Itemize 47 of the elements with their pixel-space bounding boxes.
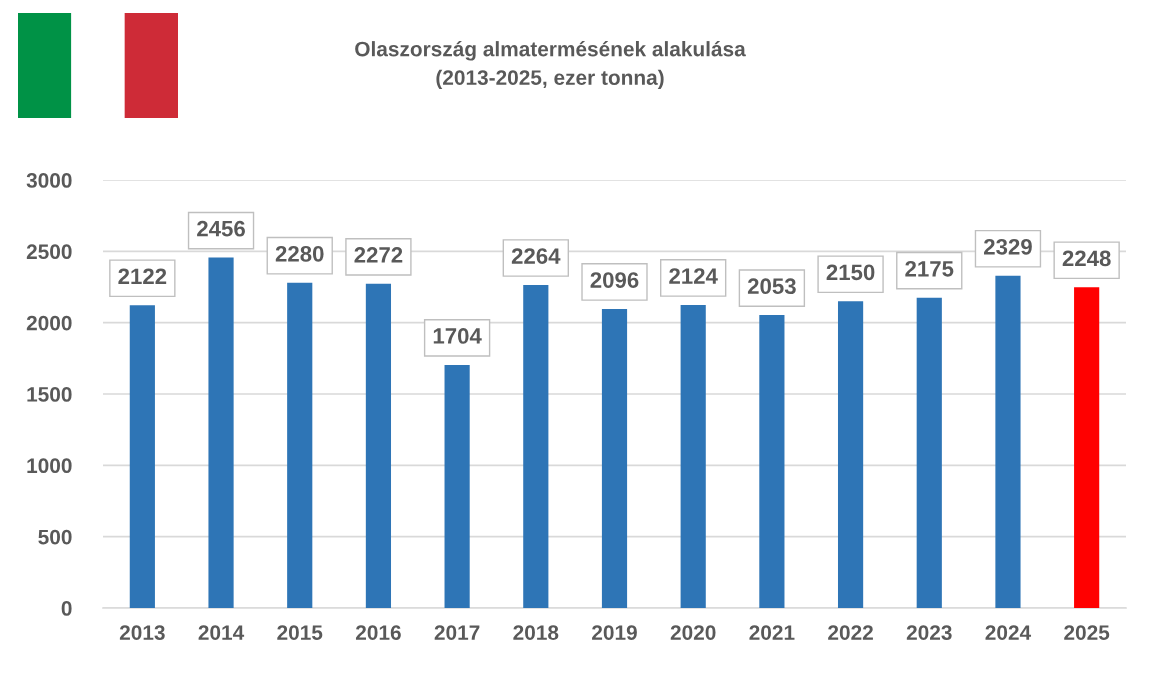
y-tick-label: 0 [61,601,72,616]
data-label: 2122 [118,268,167,284]
bar [1074,287,1100,608]
x-tick-label: 2019 [592,625,637,640]
y-tick-label: 1500 [27,387,72,402]
bar [287,282,313,608]
data-label: 2272 [354,247,403,263]
x-tick-label: 2017 [434,625,480,640]
bar [365,283,392,608]
data-label: 2248 [1062,250,1111,267]
x-tick-label: 2013 [119,625,165,640]
data-label: 2053 [747,278,796,295]
x-tick-label: 2015 [277,625,323,640]
data-label: 2175 [905,260,954,277]
x-tick-label: 2020 [670,625,716,640]
x-tick-label: 2021 [749,625,795,640]
bar [995,275,1021,608]
data-label: 1704 [433,328,482,344]
bar [759,315,785,608]
chart-title: Olaszország almatermésének alakulása (2013-2025, ezer tonna) [355,40,746,90]
bar [601,308,628,608]
data-label: 2264 [511,248,561,264]
bar [680,304,706,608]
bar [444,364,470,608]
data-label: 2329 [984,238,1032,255]
bar [523,285,549,608]
x-tick-label: 2023 [906,625,952,640]
y-tick-label: 2000 [26,315,72,331]
bar [208,257,234,608]
y-tick-label: 1000 [27,458,72,474]
x-tick-label: 2014 [198,625,245,640]
x-tick-label: 2024 [985,625,1032,640]
data-label: 2096 [590,272,639,288]
data-label: 2456 [197,220,245,237]
x-tick-label: 2018 [513,625,559,640]
y-tick-label: 500 [38,529,72,545]
x-tick-label: 2016 [355,625,401,640]
y-tick-label: 3000 [26,173,72,188]
x-tick-label: 2025 [1064,625,1110,640]
y-tick-label: 2500 [26,244,72,260]
data-label: 2150 [826,264,875,281]
data-label: 2280 [275,245,324,262]
data-label: 2124 [669,268,718,284]
x-tick-label: 2022 [828,625,873,640]
bar [837,301,864,608]
bar [916,297,942,608]
bar [129,305,155,608]
